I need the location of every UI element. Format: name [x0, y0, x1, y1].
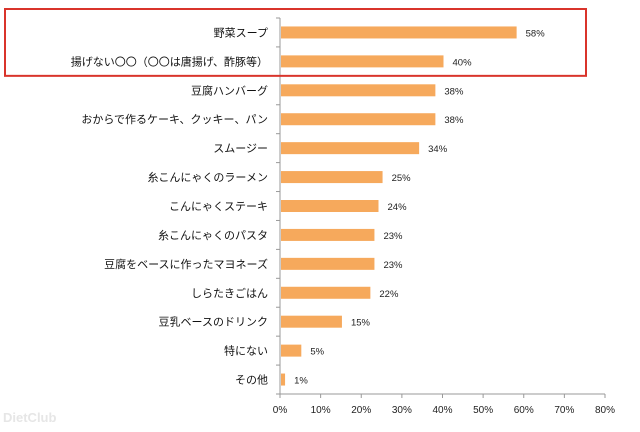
category-label: 揚げない〇〇（〇〇は唐揚げ、酢豚等）: [71, 54, 268, 68]
data-label: 15%: [351, 318, 371, 329]
bar: [281, 26, 517, 39]
bar: [281, 84, 436, 97]
data-label: 38%: [444, 115, 464, 126]
bar: [281, 315, 342, 328]
bar: [281, 344, 302, 357]
bar: [281, 55, 444, 68]
category-label: 豆腐ハンバーグ: [191, 83, 268, 97]
bar: [281, 200, 379, 212]
data-label: 23%: [383, 260, 403, 271]
category-label: 豆腐をベースに作ったマヨネーズ: [104, 257, 268, 271]
x-tick-label: 80%: [595, 405, 615, 416]
highlight-box: [4, 8, 587, 77]
category-label: スムージー: [213, 142, 268, 155]
data-label: 58%: [526, 28, 546, 39]
watermark-text: DietClub: [3, 410, 57, 425]
data-label: 40%: [453, 57, 473, 68]
bar: [281, 142, 420, 155]
data-label: 1%: [294, 376, 308, 387]
category-label: しらたきごはん: [191, 286, 268, 300]
bar: [281, 113, 436, 126]
bar: [281, 228, 375, 241]
category-label: こんにゃくステーキ: [169, 200, 268, 213]
bar: [281, 257, 375, 270]
data-label: 38%: [444, 86, 464, 97]
data-label: 24%: [388, 202, 408, 213]
data-label: 5%: [310, 347, 324, 358]
data-label: 25%: [392, 173, 412, 184]
x-tick-label: 10%: [311, 405, 331, 416]
category-label: その他: [235, 374, 268, 387]
data-label: 23%: [383, 231, 403, 242]
bar: [281, 373, 286, 386]
category-label: 糸こんにゃくのラーメン: [147, 171, 268, 184]
x-tick-label: 70%: [554, 405, 574, 416]
category-label: 野菜スープ: [214, 26, 268, 39]
x-tick-label: 0%: [273, 405, 288, 416]
x-tick-label: 40%: [432, 405, 452, 416]
x-tick-label: 60%: [514, 405, 534, 416]
bar: [281, 171, 383, 184]
x-tick-label: 50%: [473, 405, 493, 416]
category-label: 特にない: [224, 344, 268, 358]
data-label: 34%: [428, 144, 448, 155]
category-label: おからで作るケーキ、クッキー、パン: [81, 113, 268, 126]
watermark-logo: DietClub: [3, 410, 56, 425]
category-label: 糸こんにゃくのパスタ: [158, 229, 268, 242]
x-tick-label: 30%: [392, 405, 412, 416]
data-label: 22%: [379, 289, 399, 300]
bar: [281, 286, 371, 299]
x-tick-label: 20%: [351, 405, 371, 416]
category-label: 豆乳ベースのドリンク: [159, 316, 268, 329]
